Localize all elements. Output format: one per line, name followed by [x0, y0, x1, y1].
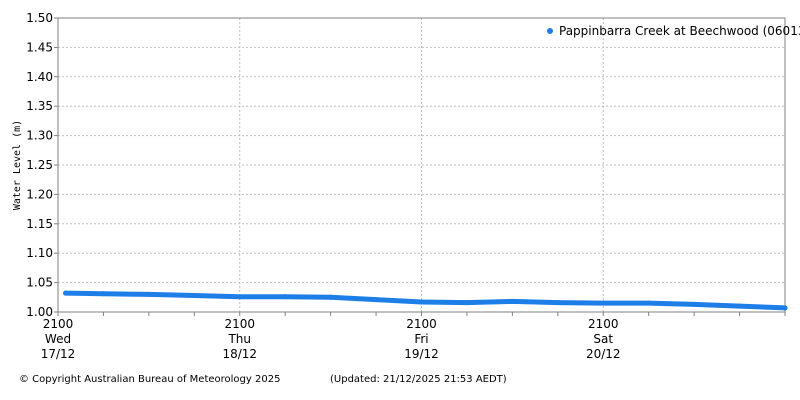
y-tick-label: 1.05	[26, 276, 53, 290]
y-tick-label: 1.30	[26, 129, 53, 143]
data-point	[646, 300, 652, 306]
x-tick-date: 17/12	[41, 347, 76, 361]
x-tick-day: Thu	[227, 332, 251, 346]
data-point	[737, 303, 743, 309]
data-point	[600, 300, 606, 306]
data-point	[691, 301, 697, 307]
y-tick-label: 1.15	[26, 217, 53, 231]
y-axis-label: Water Level (m)	[12, 120, 23, 210]
y-tick-label: 1.20	[26, 187, 53, 201]
data-point	[282, 294, 288, 300]
y-tick-label: 1.50	[26, 11, 53, 25]
data-point	[191, 293, 197, 299]
data-point	[237, 294, 243, 300]
y-tick-label: 1.25	[26, 158, 53, 172]
x-tick-time: 2100	[43, 317, 74, 331]
y-tick-label: 1.00	[26, 305, 53, 319]
data-point	[509, 298, 515, 304]
data-point	[63, 290, 69, 296]
y-tick-label: 1.45	[26, 40, 53, 54]
x-tick-date: 18/12	[222, 347, 257, 361]
x-tick-day: Sat	[593, 332, 613, 346]
data-point	[100, 291, 106, 297]
x-tick-time: 2100	[224, 317, 255, 331]
updated-text: (Updated: 21/12/2025 21:53 AEDT)	[330, 374, 507, 385]
data-point	[555, 300, 561, 306]
data-point	[146, 291, 152, 297]
x-tick-day: Wed	[45, 332, 71, 346]
x-tick-day: Fri	[414, 332, 428, 346]
x-tick-date: 20/12	[586, 347, 621, 361]
y-tick-label: 1.10	[26, 246, 53, 260]
data-point	[419, 299, 424, 305]
copyright-text: © Copyright Australian Bureau of Meteoro…	[19, 374, 281, 385]
data-point	[782, 305, 788, 311]
data-point	[464, 300, 470, 306]
data-point	[373, 297, 379, 303]
y-tick-label: 1.35	[26, 99, 53, 113]
plot-border	[57, 17, 786, 313]
legend-marker	[547, 28, 553, 34]
x-tick-time: 2100	[588, 317, 619, 331]
data-point	[328, 294, 334, 300]
x-tick-date: 19/12	[404, 347, 439, 361]
y-tick-label: 1.40	[26, 70, 53, 84]
x-tick-time: 2100	[406, 317, 437, 331]
legend-label: Pappinbarra Creek at Beechwood (060138)	[559, 24, 800, 38]
